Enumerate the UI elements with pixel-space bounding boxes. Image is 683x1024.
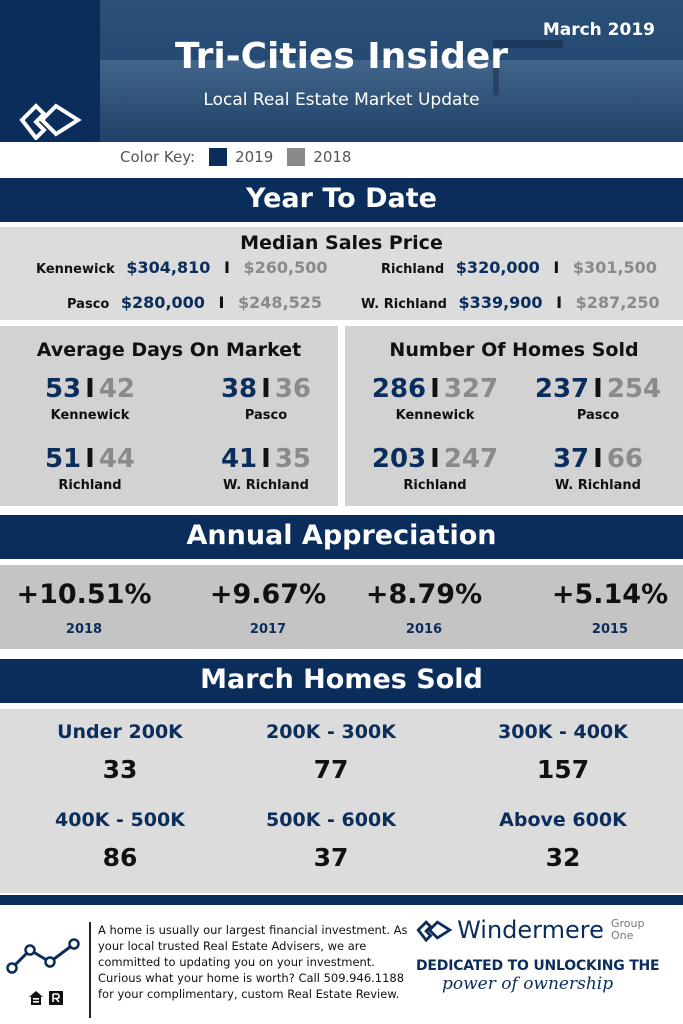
median-2018: $301,500 [572, 258, 657, 277]
appreciation-panel: +10.51% 2018 +9.67% 2017 +8.79% 2016 +5.… [0, 565, 683, 649]
windermere-logo-icon [416, 920, 453, 943]
color-swatch-2018 [287, 148, 306, 166]
sold-stat-kennewick: 286 I 327 Kennewick [371, 374, 499, 423]
section-title-annual-appreciation: Annual Appreciation [186, 520, 497, 551]
median-row-richland: Richland $320,000 I $301,500 [381, 258, 657, 277]
march-sold-400k-500k: 400K - 500K 86 [55, 809, 185, 872]
march-sold-panel: Under 200K 33 200K - 300K 77 300K - 400K… [0, 709, 683, 893]
sold-stat-pasco: 237 I 254 Pasco [534, 374, 662, 423]
homes-sold-title: Number Of Homes Sold [389, 339, 639, 361]
homes-sold-panel: Number Of Homes Sold 286 I 327 Kennewick 2… [345, 326, 683, 506]
march-sold-under-200k: Under 200K 33 [57, 721, 183, 784]
median-row-kennewick: Kennewick $304,810 I $260,500 [36, 258, 328, 277]
march-sold-300k-400k: 300K - 400K 157 [498, 721, 628, 784]
days-stat-w-richland: 41 I 35 W. Richland [220, 444, 312, 493]
footer-divider-bar [0, 895, 683, 905]
header-banner: March 2019 Tri-Cities Insider Local Real… [0, 0, 683, 142]
days-on-market-panel: Average Days On Market 53 I 42 Kennewick 3… [0, 326, 338, 506]
march-sold-200k-300k: 200K - 300K 77 [266, 721, 396, 784]
appreciation-2016: +8.79% 2016 [365, 579, 483, 637]
median-row-w-richland: W. Richland $339,900 I $287,250 [361, 293, 660, 312]
median-price-panel: Median Sales Price Kennewick $304,810 I … [0, 227, 683, 320]
sold-stat-w-richland: 37 I 66 W. Richland [552, 444, 644, 493]
header-photo-water [0, 60, 683, 142]
page-subtitle: Local Real Estate Market Update [203, 90, 480, 110]
color-key-2019-label: 2019 [235, 148, 274, 166]
color-key-2018-label: 2018 [313, 148, 352, 166]
median-2018: $248,525 [238, 293, 323, 312]
section-bar-march-homes-sold: March Homes Sold [0, 659, 683, 703]
brand-group: Group One [610, 917, 645, 942]
appreciation-2015: +5.14% 2015 [551, 579, 669, 637]
sold-stat-richland: 203 I 247 Richland [371, 444, 499, 493]
windermere-brand: Windermere Group One DEDICATED TO UNLOCK… [416, 916, 678, 994]
footer-vertical-rule [89, 922, 91, 1018]
days-stat-richland: 51 I 44 Richland [44, 444, 136, 493]
section-title-march-homes-sold: March Homes Sold [200, 664, 483, 695]
report-month: March 2019 [542, 20, 655, 40]
median-2019: $339,900 [458, 293, 543, 312]
brand-tagline-script: power of ownership [442, 974, 614, 994]
march-sold-500k-600k: 500K - 600K 37 [266, 809, 396, 872]
appreciation-2018: +10.51% 2018 [16, 579, 152, 637]
brand-name: Windermere [457, 916, 604, 944]
color-key: Color Key: 2019 2018 [120, 148, 351, 166]
brand-tagline-top: DEDICATED TO UNLOCKING THE [416, 958, 660, 974]
days-stat-kennewick: 53 I 42 Kennewick [44, 374, 136, 423]
realtor-icon [49, 991, 63, 1005]
footer-message: A home is usually our largest financial … [98, 923, 408, 1001]
days-on-market-title: Average Days On Market [36, 339, 302, 361]
windermere-logo-icon [19, 103, 82, 140]
median-2018: $260,500 [243, 258, 328, 277]
days-stat-pasco: 38 I 36 Pasco [220, 374, 312, 423]
median-row-pasco: Pasco $280,000 I $248,525 [67, 293, 323, 312]
section-title-year-to-date: Year To Date [246, 183, 437, 214]
color-key-label: Color Key: [120, 148, 196, 166]
line-chart-icon [6, 938, 80, 974]
median-2018: $287,250 [575, 293, 660, 312]
median-2019: $280,000 [120, 293, 205, 312]
equal-housing-icon [29, 991, 43, 1005]
header-photo-bench [493, 40, 563, 95]
logo-tab [0, 0, 100, 142]
color-swatch-2019 [209, 148, 228, 166]
section-bar-year-to-date: Year To Date [0, 178, 683, 222]
median-2019: $320,000 [455, 258, 540, 277]
section-bar-annual-appreciation: Annual Appreciation [0, 515, 683, 559]
march-sold-above-600k: Above 600K 32 [499, 809, 627, 872]
page-title: Tri-Cities Insider [174, 36, 509, 77]
median-2019: $304,810 [126, 258, 211, 277]
appreciation-2017: +9.67% 2017 [209, 579, 327, 637]
median-price-title: Median Sales Price [240, 232, 443, 254]
